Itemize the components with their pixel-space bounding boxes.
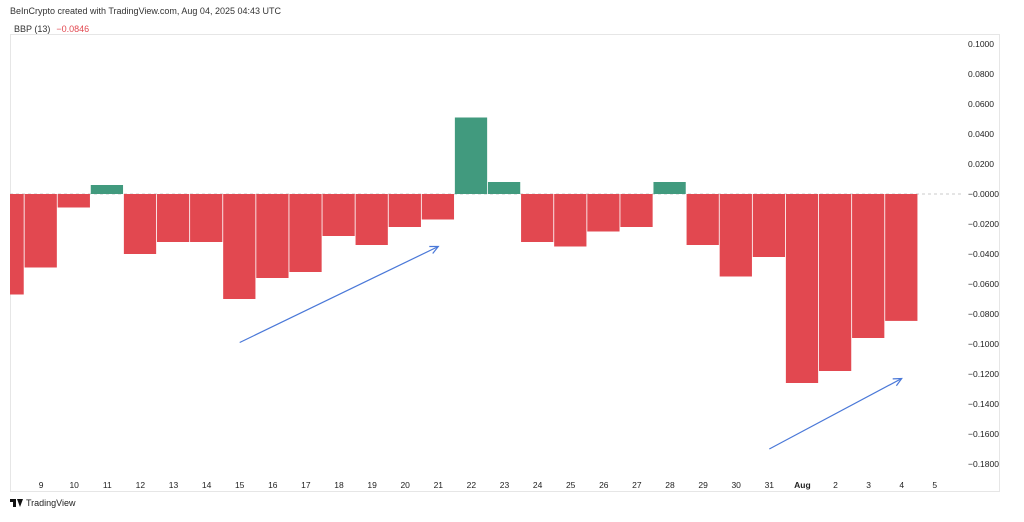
- chart-attribution: BeInCrypto created with TradingView.com,…: [10, 6, 281, 16]
- x-tick-label: 28: [665, 480, 675, 490]
- y-tick-label: −0.0000: [968, 189, 999, 199]
- x-tick-label: 21: [434, 480, 444, 490]
- bar-24: [521, 194, 554, 242]
- bar-8: [10, 194, 24, 295]
- bar-31: [752, 194, 786, 257]
- y-tick-label: −0.0800: [968, 309, 999, 319]
- x-tick-label: 14: [202, 480, 212, 490]
- bar-12: [123, 194, 157, 254]
- x-tick-label: 17: [301, 480, 311, 490]
- x-tick-label: 16: [268, 480, 278, 490]
- bar-22: [454, 117, 488, 194]
- bar-20: [388, 194, 421, 227]
- x-tick-label: Aug: [794, 480, 811, 490]
- bar-13: [156, 194, 190, 242]
- y-tick-label: 0.1000: [968, 39, 994, 49]
- x-tick-label: 15: [235, 480, 245, 490]
- x-tick-label: 31: [765, 480, 775, 490]
- bar-11: [90, 185, 124, 194]
- bar-28: [653, 182, 686, 194]
- x-tick-label: 29: [698, 480, 708, 490]
- bar-26: [587, 194, 620, 232]
- bar-14: [190, 194, 223, 242]
- footer-brand: TradingView: [26, 498, 76, 508]
- tradingview-logo-icon: [10, 499, 23, 507]
- y-tick-label: −0.0600: [968, 279, 999, 289]
- bar-15: [223, 194, 256, 299]
- x-tick-label: 23: [500, 480, 510, 490]
- y-tick-label: −0.1400: [968, 399, 999, 409]
- bar-9: [24, 194, 57, 268]
- y-tick-label: −0.1200: [968, 369, 999, 379]
- bar-17: [289, 194, 322, 272]
- bar-30: [719, 194, 752, 277]
- x-tick-label: 26: [599, 480, 609, 490]
- bars-group: [10, 117, 962, 383]
- x-tick-label: 27: [632, 480, 642, 490]
- bar-23: [487, 182, 521, 194]
- y-tick-label: 0.0600: [968, 99, 994, 109]
- bar-29: [686, 194, 719, 245]
- x-tick-label: 25: [566, 480, 576, 490]
- bar-2: [818, 194, 852, 371]
- y-tick-label: 0.0800: [968, 69, 994, 79]
- bar-Aug: [785, 194, 819, 383]
- bar-18: [322, 194, 355, 236]
- y-tick-label: 0.0200: [968, 159, 994, 169]
- x-tick-label: 4: [899, 480, 904, 490]
- y-tick-label: −0.0400: [968, 249, 999, 259]
- bar-27: [620, 194, 653, 227]
- trend-arrow-2: [769, 377, 902, 450]
- x-tick-label: 12: [136, 480, 146, 490]
- bar-25: [554, 194, 587, 247]
- bar-4: [885, 194, 918, 321]
- footer: TradingView: [10, 498, 76, 508]
- bar-19: [355, 194, 388, 245]
- trend-arrow-1: [239, 245, 439, 344]
- x-tick-label: 11: [103, 480, 112, 490]
- x-tick-label: 13: [169, 480, 179, 490]
- y-tick-label: −0.1800: [968, 459, 999, 469]
- bar-3: [852, 194, 885, 338]
- x-tick-label: 2: [833, 480, 838, 490]
- x-tick-label: 30: [731, 480, 741, 490]
- y-tick-label: −0.1600: [968, 429, 999, 439]
- y-tick-label: −0.0200: [968, 219, 999, 229]
- x-tick-label: 22: [467, 480, 477, 490]
- bar-10: [57, 194, 90, 208]
- indicator-value: −0.0846: [56, 24, 90, 34]
- y-tick-label: −0.1000: [968, 339, 999, 349]
- trend-arrow-head-1: [429, 245, 440, 254]
- indicator-legend: BBP (13) −0.0846: [14, 24, 89, 34]
- x-tick-label: 9: [39, 480, 44, 490]
- x-tick-label: 24: [533, 480, 543, 490]
- x-tick-label: 3: [866, 480, 871, 490]
- y-tick-label: 0.0400: [968, 129, 994, 139]
- x-tick-label: 10: [69, 480, 79, 490]
- bar-16: [256, 194, 289, 278]
- x-tick-label: 5: [932, 480, 937, 490]
- x-tick-label: 18: [334, 480, 344, 490]
- trend-arrow-head-2: [892, 377, 903, 387]
- bar-21: [421, 194, 455, 220]
- x-tick-label: 20: [400, 480, 410, 490]
- x-tick-label: 19: [367, 480, 377, 490]
- indicator-name: BBP (13): [14, 24, 51, 34]
